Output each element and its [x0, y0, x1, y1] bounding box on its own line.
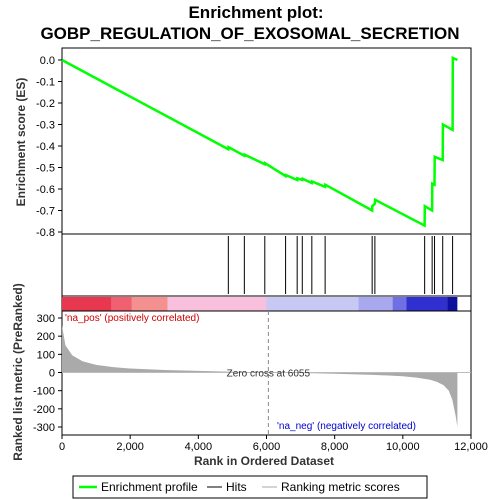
x-tick-label: 2,000: [116, 441, 144, 453]
es-y-tick-label: -0.1: [36, 77, 55, 89]
ranking-bar-segment: [167, 297, 267, 311]
rank-y-axis-label: Ranked list metric (PreRanked): [11, 283, 25, 460]
legend: Enrichment profile Hits Ranking metric s…: [72, 475, 428, 499]
enrichment-profile-line: [61, 55, 458, 228]
negative-correlation-label: 'na_neg' (negatively correlated): [277, 421, 416, 432]
rank-y-tick-label: -100: [33, 386, 55, 398]
es-panel-frame: [61, 47, 472, 235]
es-panel: 0.0 -0.1 -0.2 -0.3 -0.4 -0.5 -0.6 -0.7 -0.8 Enri…: [14, 47, 472, 239]
x-axis: 0 2,000 4,000 6,000 8,000 10,000 12,000 Rank i…: [59, 435, 488, 468]
x-tick-label: 4,000: [185, 441, 213, 453]
es-y-tick-label: -0.8: [36, 227, 55, 239]
es-y-tick-label: 0.0: [40, 55, 55, 67]
chart-title-line-1: Enrichment plot:: [188, 3, 323, 22]
zero-cross-label: Zero cross at 6055: [227, 369, 311, 380]
ranking-bar-segment: [111, 297, 132, 311]
es-y-ticks: 0.0 -0.1 -0.2 -0.3 -0.4 -0.5 -0.6 -0.7 -0.8: [36, 55, 62, 239]
es-y-tick-label: -0.7: [36, 206, 55, 218]
hit-lines: [227, 236, 454, 294]
ranking-bar-segment: [62, 297, 112, 311]
x-ticks: 0 2,000 4,000 6,000 8,000 10,000 12,000: [59, 435, 488, 453]
ranking-bar-segment: [447, 297, 458, 311]
rank-y-ticks: 300 200 100 0 -100 -200 -300: [33, 313, 62, 434]
rank-y-tick-label: 0: [49, 368, 55, 380]
ranking-color-bar-segments: [62, 297, 458, 311]
x-tick-label: 12,000: [454, 441, 488, 453]
legend-enrichment-profile-label: Enrichment profile: [101, 480, 198, 494]
ranking-bar-segment: [406, 297, 448, 311]
positive-correlation-label: 'na_pos' (positively correlated): [65, 313, 199, 324]
ranking-bar-segment: [266, 297, 359, 311]
es-y-tick-label: -0.2: [36, 98, 55, 110]
es-y-axis-label: Enrichment score (ES): [14, 78, 28, 207]
rank-y-tick-label: -300: [33, 422, 55, 434]
ranking-bar-segment: [392, 297, 407, 311]
legend-frame: [72, 475, 428, 499]
rank-y-tick-label: 300: [37, 313, 55, 325]
es-y-tick-label: -0.3: [36, 120, 55, 132]
rank-y-tick-label: 100: [37, 349, 55, 361]
ranking-bar-segment: [358, 297, 393, 311]
rank-y-tick-label: 200: [37, 331, 55, 343]
es-y-tick-label: -0.5: [36, 163, 55, 175]
rank-y-tick-label: -200: [33, 404, 55, 416]
chart-title-line-2: GOBP_REGULATION_OF_EXOSOMAL_SECRETION: [40, 24, 459, 43]
x-tick-label: 10,000: [386, 441, 420, 453]
legend-hits-label: Hits: [226, 480, 247, 494]
x-tick-label: 6,000: [253, 441, 281, 453]
ranked-metric-panel: Zero cross at 6055 'na_pos' (positively …: [11, 283, 472, 461]
x-tick-label: 0: [59, 441, 65, 453]
es-y-tick-label: -0.4: [36, 141, 55, 153]
legend-ranking-metric-label: Ranking metric scores: [281, 480, 400, 494]
x-tick-label: 8,000: [321, 441, 349, 453]
es-y-tick-label: -0.6: [36, 184, 55, 196]
hits-panel-frame: [61, 233, 472, 297]
ranking-color-bar: [61, 295, 472, 312]
ranking-bar-segment: [131, 297, 168, 311]
hits-panel: [61, 233, 472, 297]
x-axis-label: Rank in Ordered Dataset: [194, 454, 334, 468]
